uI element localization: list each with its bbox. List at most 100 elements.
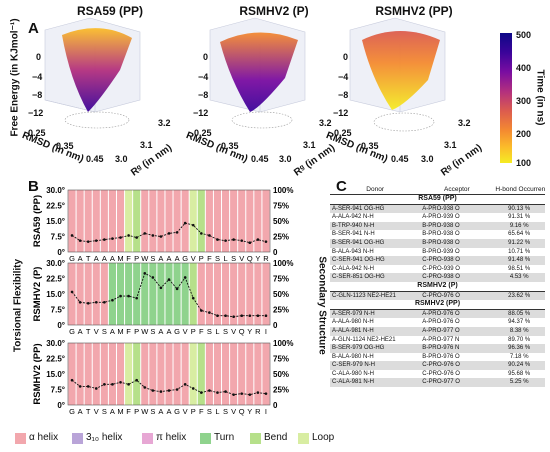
flex-point-2-6 [119,380,122,384]
flex-point-1-3 [94,300,98,304]
y-tick-1-0: 0° [57,321,65,330]
acceptor-cell: C-PRO-977 O [422,379,460,386]
residue-2-20: V [231,407,236,416]
ss-bar-0-18 [213,190,222,252]
ss-bar-1-11 [157,263,165,325]
cube-rsmhv2-p [209,17,306,129]
acceptor-cell: B-PRO-938 O [422,239,460,246]
ss-bar-2-7 [125,343,133,405]
residue-0-14: G [182,254,188,263]
occurrence-cell: 23.62 % [508,292,531,299]
residue-0-0: G [69,254,75,263]
flex-point-2-9 [143,386,147,389]
rg-tick-c0: 3.0 [421,154,434,164]
flex-point-1-0 [70,290,74,294]
legend-swatch-pi_helix [142,433,153,444]
residue-1-13: G [174,327,180,336]
ss-bar-2-21 [238,343,246,405]
ss-bar-0-20 [230,190,238,252]
occurrence-cell: 7.18 % [509,353,529,360]
flex-point-2-0 [70,378,74,382]
flex-point-0-19 [224,239,227,242]
rg-tick-b0: 3.0 [279,154,292,164]
residue-1-1: A [78,327,83,336]
acceptor-cell: C-PRO-938 O [422,274,460,281]
y-tick-2-2: 15.0° [46,370,65,379]
row-title-1: RSMHV2 (P) [32,267,43,322]
flex-point-1-6 [119,294,122,298]
legend-label-pi_helix: π helix [156,432,187,443]
residue-1-20: V [231,327,236,336]
y-tick-1-3: 22.5° [46,275,65,284]
residue-1-19: S [223,327,228,336]
table-row: B-ALA-980 N-H B-PRO-976 O 7.18 % [330,353,545,362]
z-tick-c3: −12 [333,108,349,118]
colorbar-gradient [500,33,512,163]
residue-2-7: F [126,407,131,416]
residue-2-13: G [174,407,180,416]
acceptor-cell: B-PRO-976 N [422,345,460,352]
flex-point-2-16 [200,391,203,394]
ss-bar-1-24 [262,263,270,325]
y2-tick-2-0: 0 [273,401,278,410]
row-title-0: RSA59 (PP) [32,195,43,247]
ss-bar-0-15 [189,190,197,252]
flex-point-0-23 [256,238,260,241]
title-rsa59-pp: RSA59 (PP) [76,4,144,18]
donor-cell: A-SER-941 OG-HG [332,205,385,212]
ss-bar-0-11 [157,190,165,252]
occurrence-cell: 88.05 % [508,310,531,317]
ss-bar-1-5 [108,263,116,325]
y2-tick-1-1: 25% [273,306,289,315]
table-row: C-SER-941 OG-HG C-PRO-938 O 91.48 % [330,256,545,265]
residue-1-8: P [134,327,139,336]
energy-surface-rsmhv2-pp [362,31,440,110]
z-tick-0: 0 [36,52,42,62]
ss-bar-2-12 [165,343,173,405]
flex-point-0-12 [167,232,171,235]
rg-tick-a0: 3.0 [115,154,128,164]
residue-0-11: A [158,254,163,263]
acceptor-cell: A-PRO-976 O [422,310,460,317]
flex-point-1-9 [143,272,147,275]
acceptor-cell: B-PRO-939 O [422,248,460,255]
flex-point-0-6 [119,236,122,239]
y-tick-1-2: 15.0° [46,290,65,299]
ss-bar-0-22 [246,190,254,252]
occurrence-cell: 91.48 % [508,257,531,264]
ss-bar-1-17 [205,263,213,325]
z-tick-c2: −8 [338,90,349,100]
table-row: B-ALA-943 N-H B-PRO-939 O 10.71 % [330,248,545,257]
ss-bar-1-16 [197,263,205,325]
acceptor-cell: C-PRO-976 O [422,292,460,299]
residue-0-1: A [78,254,83,263]
flex-point-1-1 [78,300,82,304]
ss-bar-1-10 [149,263,157,325]
residue-2-10: S [150,407,155,416]
donor-cell: B-SER-941 OG-HG [332,239,385,246]
table-row: B-SER-979 OG-HG B-PRO-976 N 96.36 % [330,344,545,353]
cbar-tick-500: 500 [516,30,532,40]
table-row: A-SER-941 OG-HG A-PRO-938 O 90.13 % [330,204,545,214]
ss-bar-2-5 [108,343,116,405]
residue-2-11: A [158,407,163,416]
cube-rsmhv2-pp [349,17,446,132]
ss-bar-0-5 [108,190,116,252]
residue-2-22: Y [247,407,252,416]
y-tick-2-3: 22.5° [46,355,65,364]
ss-bar-1-2 [84,263,92,325]
flex-point-0-4 [103,238,106,241]
occurrence-cell: 94.37 % [508,319,531,326]
residue-0-5: A [110,254,115,263]
legend-swatch-three10_helix [72,433,83,444]
residue-0-20: S [231,254,236,263]
residue-1-16: F [199,327,204,336]
ss-bar-2-6 [116,343,125,405]
table-section: RSMHV2 (PP) [330,300,545,310]
flex-point-0-18 [216,238,219,241]
ss-bar-2-4 [100,343,108,405]
ss-bar-2-10 [149,343,157,405]
flex-point-1-22 [248,314,252,317]
donor-cell: B-SER-979 OG-HG [332,345,385,352]
acceptor-cell: A-PRO-977 N [422,336,460,343]
